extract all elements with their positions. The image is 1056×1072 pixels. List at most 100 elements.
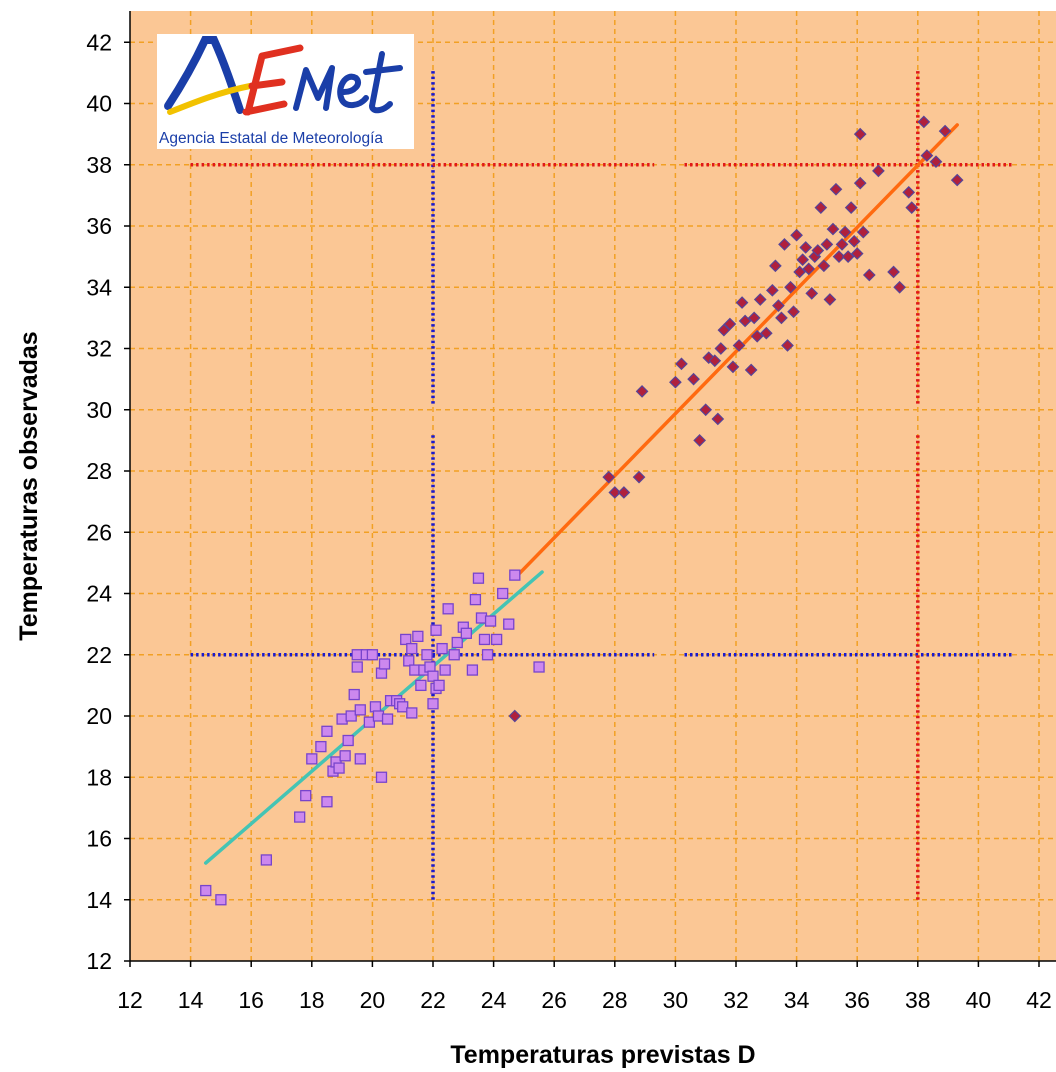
- diamond-point-10: [693, 434, 706, 447]
- square-point-53: [448, 649, 460, 661]
- diamond-point-56: [853, 127, 867, 141]
- x-tick-label-36: 36: [844, 987, 870, 1013]
- y-tick-label-36: 36: [86, 213, 112, 239]
- diamond-point-3: [608, 486, 622, 499]
- square-point-4: [294, 811, 306, 823]
- x-tick-label-28: 28: [602, 987, 628, 1013]
- diamond-point-60: [872, 164, 885, 178]
- trend-line-2: [513, 123, 959, 580]
- diamond-point-50: [835, 238, 849, 251]
- square-point-17: [348, 688, 360, 701]
- diamond-point-32: [781, 339, 794, 352]
- square-point-35: [400, 633, 412, 646]
- square-point-51: [439, 664, 451, 676]
- square-point-59: [472, 572, 485, 584]
- diamond-point-59: [862, 268, 876, 282]
- x-tick-label-20: 20: [360, 987, 386, 1013]
- y-tick-label-42: 42: [86, 29, 112, 55]
- diamond-point-22: [744, 363, 758, 377]
- diamond-point-55: [850, 247, 864, 260]
- x-tick-label-24: 24: [481, 987, 507, 1013]
- x-tick-label-16: 16: [238, 987, 264, 1013]
- diamond-point-43: [814, 201, 828, 214]
- square-point-61: [478, 633, 491, 646]
- diamond-point-8: [675, 357, 688, 371]
- diamond-point-69: [950, 173, 964, 187]
- diamond-point-29: [772, 299, 785, 312]
- diamond-point-37: [796, 253, 810, 267]
- square-point-64: [490, 633, 503, 646]
- logo-swoosh-yellow: [167, 83, 253, 115]
- square-point-25: [369, 701, 382, 713]
- x-tick-label-38: 38: [905, 987, 931, 1013]
- square-point-49: [433, 679, 445, 692]
- square-point-65: [497, 587, 509, 600]
- square-point-28: [375, 771, 388, 783]
- diamond-point-64: [905, 201, 919, 214]
- diamond-point-16: [717, 323, 731, 337]
- square-point-62: [481, 649, 494, 661]
- x-axis-label: Temperaturas previstas D: [450, 1041, 755, 1069]
- diamond-point-19: [732, 339, 746, 352]
- y-tick-label-38: 38: [86, 152, 112, 178]
- square-point-1: [200, 884, 212, 897]
- square-point-9: [321, 725, 333, 737]
- y-tick-label-16: 16: [86, 826, 112, 852]
- y-tick-label-28: 28: [86, 458, 112, 484]
- square-point-47: [430, 624, 442, 636]
- square-point-46: [427, 670, 439, 682]
- square-point-66: [503, 618, 515, 630]
- diamond-point-34: [787, 305, 800, 319]
- diamond-point-18: [726, 360, 740, 374]
- diamond-point-62: [893, 280, 906, 294]
- diamond-point-58: [856, 225, 870, 239]
- diamond-point-52: [841, 250, 855, 263]
- x-tick-label-14: 14: [178, 987, 204, 1013]
- diamond-point-35: [790, 228, 803, 242]
- diamond-point-49: [832, 250, 846, 263]
- diamond-point-5: [632, 470, 646, 484]
- x-tick-label-32: 32: [723, 987, 749, 1013]
- square-point-43: [421, 649, 433, 661]
- square-point-45: [427, 698, 439, 710]
- diamond-point-57: [853, 176, 867, 190]
- y-tick-label-22: 22: [86, 642, 112, 668]
- square-point-63: [484, 615, 497, 627]
- x-tick-label-40: 40: [966, 987, 992, 1013]
- diamond-point-45: [820, 238, 834, 251]
- square-point-15: [342, 734, 354, 747]
- y-tick-label-20: 20: [86, 703, 112, 729]
- diamond-point-26: [759, 326, 773, 340]
- diamond-point-27: [766, 283, 779, 297]
- diamond-point-48: [829, 182, 843, 196]
- square-point-6: [321, 796, 333, 808]
- diamond-point-14: [711, 412, 725, 426]
- diamond-point-24: [750, 329, 764, 343]
- square-point-18: [351, 661, 363, 673]
- square-point-52: [442, 603, 454, 615]
- diamond-point-63: [902, 185, 916, 199]
- data-points: [200, 115, 964, 906]
- diamond-point-20: [735, 296, 749, 309]
- x-tick-label-12: 12: [117, 987, 143, 1013]
- x-tick-label-30: 30: [663, 987, 689, 1013]
- diamond-point-2: [602, 470, 616, 484]
- plot-area: [130, 11, 1056, 961]
- square-point-5: [300, 789, 312, 802]
- logo-tagline: Agencia Estatal de Meteorología: [159, 130, 383, 147]
- diamond-point-40: [805, 287, 819, 300]
- diamond-point-7: [669, 375, 682, 389]
- square-point-58: [469, 593, 482, 606]
- diamond-point-28: [769, 259, 782, 273]
- y-tick-label-32: 32: [86, 336, 112, 362]
- x-tick-label-26: 26: [541, 987, 567, 1013]
- x-tick-label-18: 18: [299, 987, 325, 1013]
- square-point-7: [306, 753, 318, 765]
- square-point-14: [339, 750, 351, 762]
- diamond-point-51: [838, 225, 852, 239]
- square-point-36: [403, 655, 415, 667]
- y-tick-label-24: 24: [86, 581, 112, 607]
- diamond-point-53: [844, 201, 858, 214]
- diamond-point-23: [747, 311, 761, 325]
